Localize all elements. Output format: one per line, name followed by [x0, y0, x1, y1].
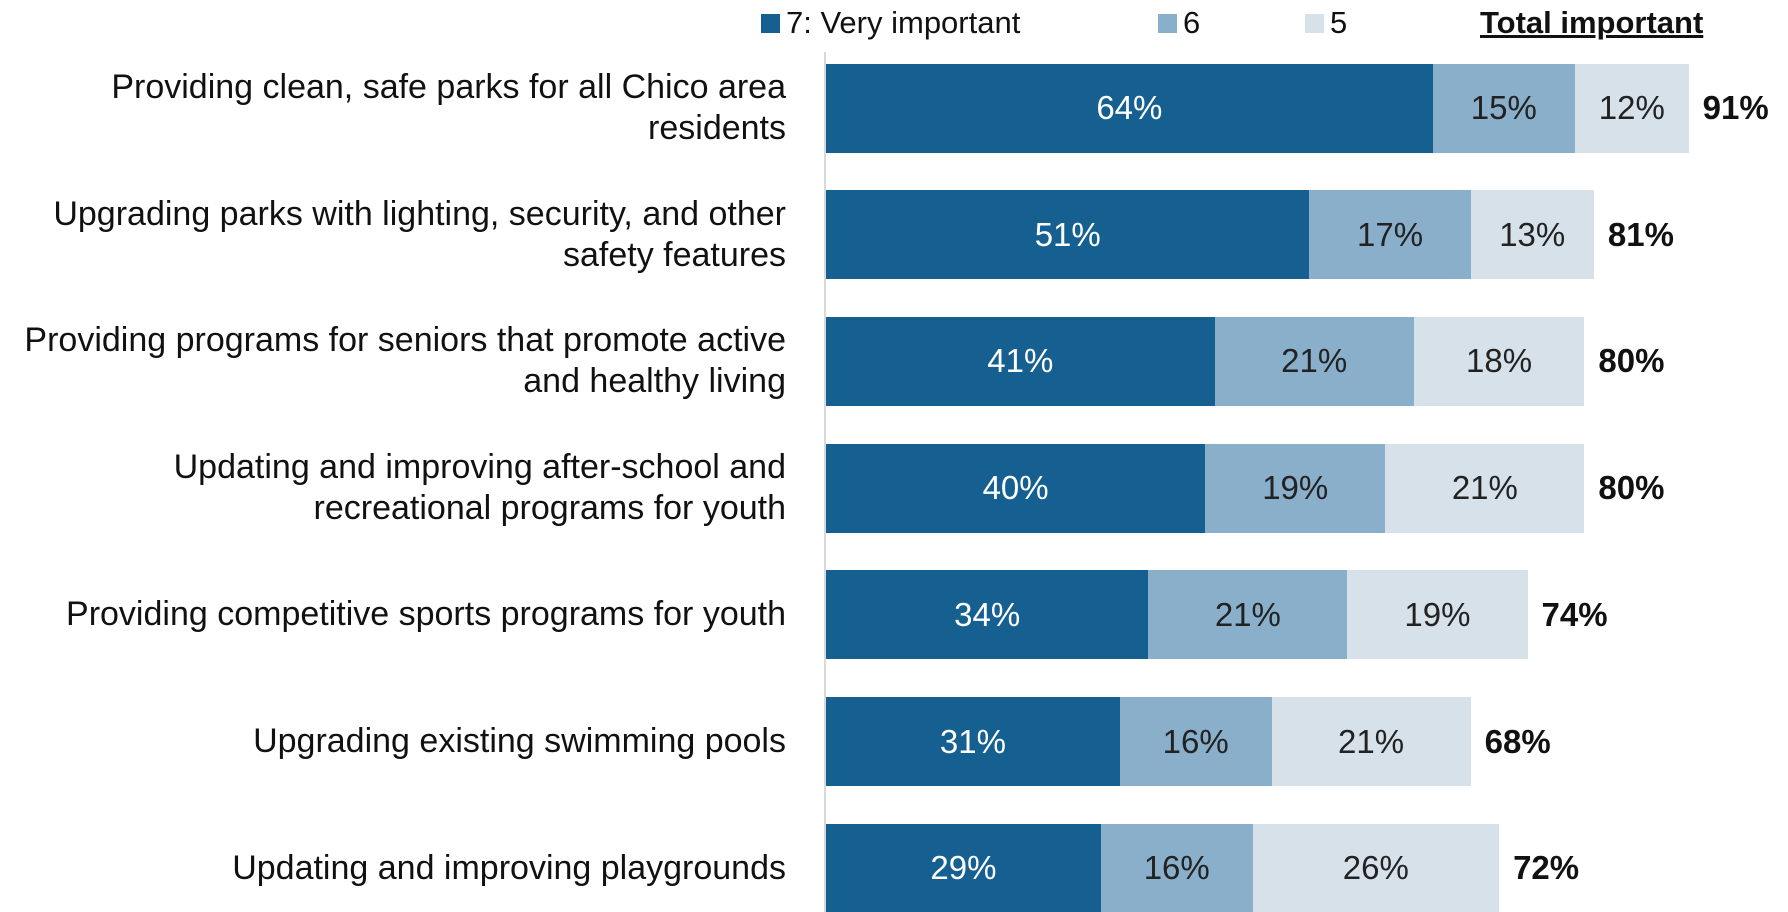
bar-segment: 18%: [1413, 316, 1585, 406]
bar-segment: 34%: [826, 570, 1149, 660]
category-label: Updating and improving after-school and …: [173, 448, 786, 528]
total-label: 74%: [1541, 595, 1608, 633]
category-label: Updating and improving playgrounds: [232, 848, 786, 887]
bar-segment: 21%: [1271, 697, 1471, 786]
legend-label: 6: [1183, 5, 1201, 40]
legend-item: 6: [1158, 5, 1200, 41]
bar-segment: 41%: [826, 316, 1215, 406]
bar-segment: 21%: [1148, 570, 1348, 660]
total-label: 72%: [1513, 849, 1580, 887]
category-label: Providing programs for seniors that prom…: [24, 321, 786, 401]
legend-swatch: [1158, 13, 1177, 33]
total-label: 80%: [1598, 469, 1665, 507]
bar-segment: 64%: [826, 63, 1433, 153]
bar-segment: 29%: [826, 823, 1101, 912]
bar-segment: 15%: [1432, 63, 1575, 153]
bar-segment: 19%: [1347, 570, 1528, 660]
bar-segment: 21%: [1214, 316, 1414, 406]
total-label: 80%: [1598, 342, 1665, 380]
bar-segment: 16%: [1100, 823, 1253, 912]
bar-segment: 51%: [826, 190, 1310, 280]
category-label: Upgrading existing swimming pools: [253, 722, 786, 760]
category-label: Providing competitive sports programs fo…: [66, 595, 786, 634]
legend-swatch: [1305, 13, 1324, 33]
legend-label: 7: Very important: [786, 5, 1021, 40]
bar-segment: 17%: [1309, 190, 1471, 280]
bar-segment: 21%: [1385, 443, 1585, 533]
bar-segment: 12%: [1574, 63, 1689, 153]
legend-item: 5: [1305, 5, 1347, 41]
axis-line: [824, 52, 826, 912]
total-label: 68%: [1484, 722, 1551, 760]
bar-segment: 31%: [826, 697, 1120, 786]
legend-swatch: [761, 13, 780, 33]
legend-label: 5: [1330, 5, 1348, 40]
total-label: 91%: [1702, 89, 1769, 126]
category-label: Providing clean, safe parks for all Chic…: [111, 68, 786, 147]
category-label: Upgrading parks with lighting, security,…: [53, 194, 786, 274]
legend-item: 7: Very important: [761, 5, 1020, 41]
total-label: 81%: [1607, 215, 1674, 253]
bar-segment: 19%: [1205, 443, 1386, 533]
legend-total: Total important: [1480, 5, 1704, 40]
bar-segment: 40%: [826, 443, 1206, 533]
bar-segment: 13%: [1470, 190, 1594, 280]
bar-segment: 26%: [1252, 823, 1500, 912]
bar-segment: 16%: [1119, 697, 1272, 786]
